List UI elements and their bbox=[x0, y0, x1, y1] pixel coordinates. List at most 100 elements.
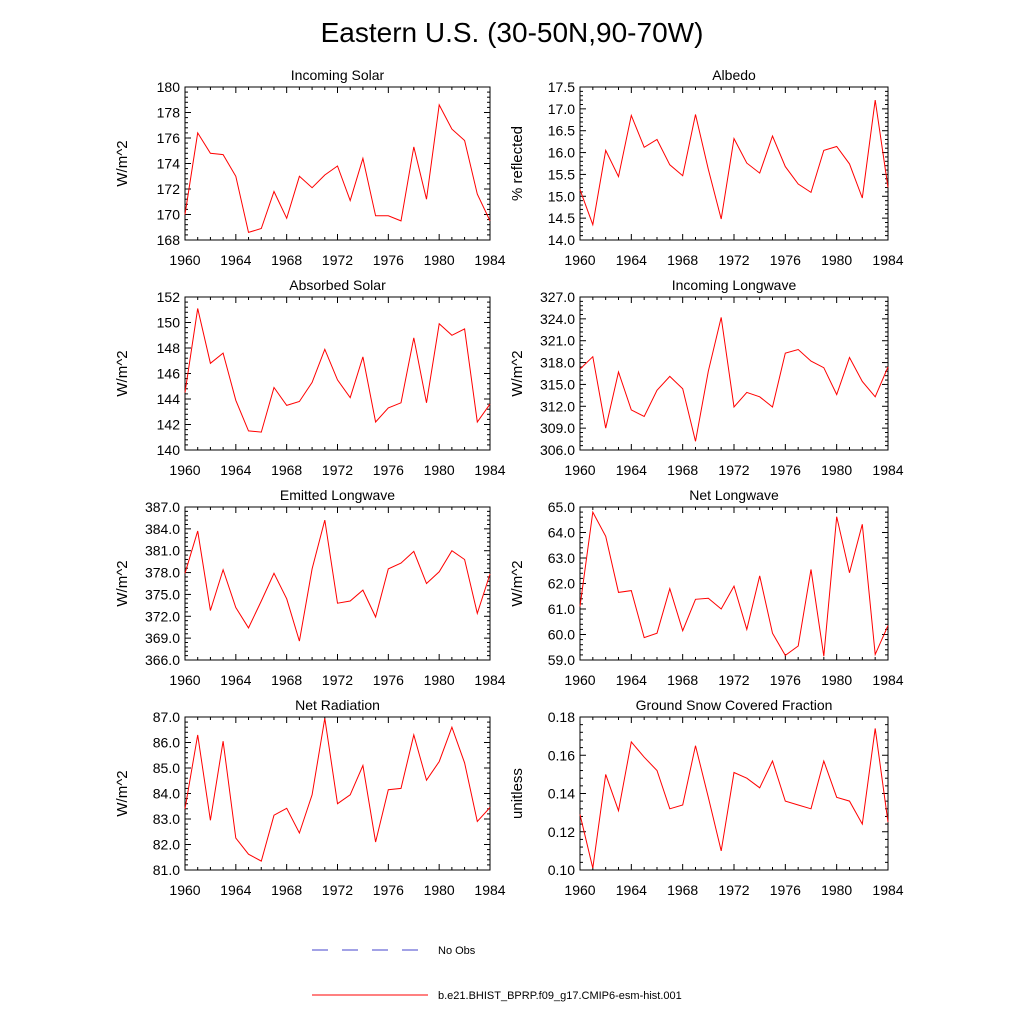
series-line bbox=[579, 317, 889, 442]
x-tick-label: 1960 bbox=[169, 882, 200, 898]
series-line bbox=[184, 519, 491, 642]
y-tick-label: 65.0 bbox=[548, 499, 575, 515]
x-tick-label: 1984 bbox=[872, 462, 903, 478]
y-tick-label: 87.0 bbox=[153, 709, 180, 725]
y-tick-label: 63.0 bbox=[548, 550, 575, 566]
y-tick-label: 0.18 bbox=[548, 709, 575, 725]
x-tick-label: 1976 bbox=[373, 252, 404, 268]
y-tick-label: 369.0 bbox=[145, 630, 180, 646]
x-tick-label: 1972 bbox=[322, 672, 353, 688]
y-tick-label: 366.0 bbox=[145, 652, 180, 668]
x-tick-label: 1980 bbox=[821, 882, 852, 898]
x-tick-label: 1972 bbox=[718, 672, 749, 688]
x-tick-label: 1984 bbox=[474, 462, 505, 478]
x-tick-label: 1980 bbox=[424, 882, 455, 898]
x-tick-label: 1984 bbox=[474, 882, 505, 898]
x-tick-label: 1964 bbox=[220, 462, 251, 478]
x-tick-label: 1976 bbox=[373, 882, 404, 898]
y-tick-label: 17.5 bbox=[548, 79, 575, 95]
y-tick-label: 150 bbox=[157, 315, 181, 331]
legend-model-label: b.e21.BHIST_BPRP.f09_g17.CMIP6-esm-hist.… bbox=[438, 990, 682, 1002]
series-line bbox=[184, 103, 491, 234]
x-tick-label: 1976 bbox=[770, 672, 801, 688]
x-tick-label: 1968 bbox=[271, 252, 302, 268]
x-tick-label: 1980 bbox=[821, 462, 852, 478]
chart-panel: Absorbed Solar W/m^2 1960 1964 1968 1972 1976 1… bbox=[114, 277, 506, 478]
x-tick-label: 1976 bbox=[770, 882, 801, 898]
chart-panel: Net Radiation W/m^2 1960 1964 1968 1972 1976 19… bbox=[114, 697, 506, 898]
chart-panel: Albedo % reflected 1960 1964 1968 1972 1976 198… bbox=[509, 67, 904, 268]
chart-panel: Emitted Longwave W/m^2 1960 1964 1968 1972 197… bbox=[114, 487, 506, 688]
x-tick-label: 1984 bbox=[872, 882, 903, 898]
x-tick-label: 1984 bbox=[474, 672, 505, 688]
y-tick-label: 372.0 bbox=[145, 608, 180, 624]
x-tick-label: 1968 bbox=[271, 462, 302, 478]
plot-frame bbox=[579, 506, 889, 661]
y-tick-label: 384.0 bbox=[145, 521, 180, 537]
y-tick-label: 318.0 bbox=[540, 355, 575, 371]
panels: Incoming Solar W/m^2 1960 1964 1968 1972 1976 1… bbox=[114, 67, 904, 898]
x-tick-label: 1960 bbox=[564, 462, 595, 478]
x-tick-label: 1980 bbox=[821, 672, 852, 688]
y-tick-label: 327.0 bbox=[540, 289, 575, 305]
y-tick-label: 86.0 bbox=[153, 735, 180, 751]
plot-frame bbox=[184, 506, 491, 661]
y-tick-label: 144 bbox=[157, 391, 181, 407]
x-tick-label: 1976 bbox=[770, 252, 801, 268]
panel-title: Emitted Longwave bbox=[280, 487, 395, 503]
x-tick-label: 1976 bbox=[373, 672, 404, 688]
y-tick-label: 15.0 bbox=[548, 188, 575, 204]
y-tick-label: 309.0 bbox=[540, 420, 575, 436]
y-tick-label: 172 bbox=[157, 181, 181, 197]
x-tick-label: 1964 bbox=[220, 882, 251, 898]
panel-title: Net Longwave bbox=[689, 487, 779, 503]
y-tick-label: 15.5 bbox=[548, 166, 575, 182]
y-tick-label: 375.0 bbox=[145, 586, 180, 602]
y-tick-label: 168 bbox=[157, 232, 181, 248]
y-tick-label: 180 bbox=[157, 79, 181, 95]
series-line bbox=[184, 718, 491, 862]
y-axis-label: W/m^2 bbox=[114, 560, 131, 606]
y-tick-label: 381.0 bbox=[145, 543, 180, 559]
x-tick-label: 1960 bbox=[169, 462, 200, 478]
panel-title: Ground Snow Covered Fraction bbox=[636, 697, 833, 713]
panel-title: Incoming Longwave bbox=[672, 277, 797, 293]
series-line bbox=[579, 728, 889, 869]
y-axis-label: unitless bbox=[509, 768, 526, 819]
x-tick-label: 1984 bbox=[872, 252, 903, 268]
x-tick-label: 1960 bbox=[169, 672, 200, 688]
y-axis-label: W/m^2 bbox=[509, 560, 526, 606]
y-axis-label: W/m^2 bbox=[509, 350, 526, 396]
y-tick-label: 16.5 bbox=[548, 123, 575, 139]
plot-frame bbox=[579, 86, 889, 241]
y-tick-label: 152 bbox=[157, 289, 181, 305]
x-tick-label: 1976 bbox=[373, 462, 404, 478]
x-tick-label: 1964 bbox=[616, 252, 647, 268]
x-tick-label: 1968 bbox=[667, 252, 698, 268]
y-tick-label: 387.0 bbox=[145, 499, 180, 515]
panel-title: Albedo bbox=[712, 67, 756, 83]
y-tick-label: 0.10 bbox=[548, 862, 575, 878]
y-tick-label: 17.0 bbox=[548, 101, 575, 117]
chart-panel: Net Longwave W/m^2 1960 1964 1968 1972 1976 198… bbox=[509, 487, 904, 688]
y-tick-label: 146 bbox=[157, 366, 181, 382]
y-tick-label: 174 bbox=[157, 156, 181, 172]
y-tick-label: 14.0 bbox=[548, 232, 575, 248]
x-tick-label: 1972 bbox=[718, 252, 749, 268]
legend: No Obs b.e21.BHIST_BPRP.f09_g17.CMIP6-es… bbox=[312, 945, 682, 1002]
y-tick-label: 148 bbox=[157, 340, 181, 356]
panel-title: Incoming Solar bbox=[291, 67, 385, 83]
series-line bbox=[579, 100, 889, 227]
y-tick-label: 142 bbox=[157, 417, 181, 433]
y-tick-label: 60.0 bbox=[548, 627, 575, 643]
panel-title: Net Radiation bbox=[295, 697, 380, 713]
panel-title: Absorbed Solar bbox=[289, 277, 386, 293]
y-tick-label: 0.14 bbox=[548, 786, 575, 802]
y-tick-label: 85.0 bbox=[153, 760, 180, 776]
x-tick-label: 1968 bbox=[667, 882, 698, 898]
y-tick-label: 321.0 bbox=[540, 333, 575, 349]
y-axis-label: % reflected bbox=[509, 126, 526, 201]
x-tick-label: 1980 bbox=[424, 252, 455, 268]
y-tick-label: 176 bbox=[157, 130, 181, 146]
